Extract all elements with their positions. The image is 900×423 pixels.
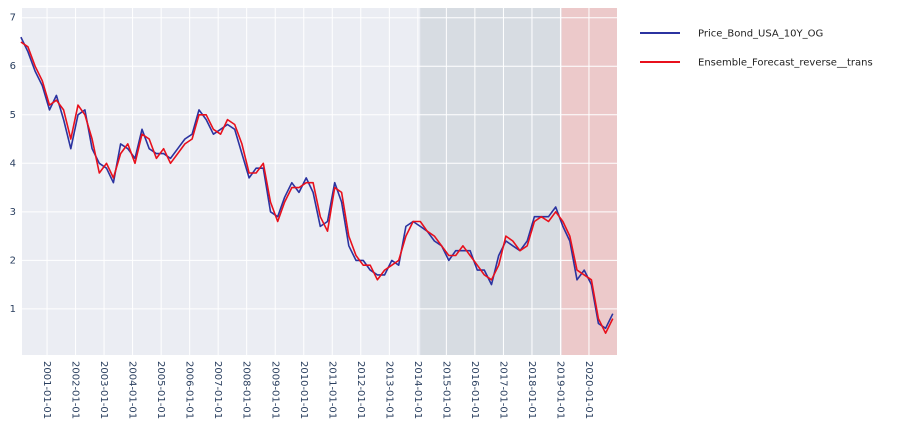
x-tick-label: 2010-01-01 [298, 361, 309, 419]
x-tick-label: 2005-01-01 [155, 361, 166, 419]
y-tick-label: 5 [10, 110, 16, 121]
y-tick-label: 7 [10, 13, 16, 24]
shaded-region [420, 8, 561, 355]
x-tick-label: 2011-01-01 [326, 361, 337, 419]
x-tick-label: 2016-01-01 [469, 361, 480, 419]
x-tick-label: 2015-01-01 [440, 361, 451, 419]
x-tick-label: 2004-01-01 [127, 361, 138, 419]
y-tick-label: 6 [10, 61, 16, 72]
series-line [20, 36, 614, 330]
y-tick-label: 2 [10, 255, 16, 266]
x-tick-label: 2001-01-01 [41, 361, 52, 419]
x-tick-label: 2007-01-01 [212, 361, 223, 419]
x-tick-label: 2003-01-01 [98, 361, 109, 419]
legend-label: Ensemble_Forecast_reverse__trans [698, 58, 873, 69]
x-tick-label: 2014-01-01 [412, 361, 423, 419]
x-tick-label: 2002-01-01 [70, 361, 81, 419]
y-tick-label: 3 [10, 207, 16, 218]
x-tick-label: 2013-01-01 [383, 361, 394, 419]
x-tick-label: 2008-01-01 [241, 361, 252, 419]
x-tick-label: 2019-01-01 [554, 361, 565, 419]
x-tick-label: 2012-01-01 [355, 361, 366, 419]
series-line [20, 41, 614, 334]
x-tick-label: 2009-01-01 [269, 361, 280, 419]
y-tick-label: 1 [10, 304, 16, 315]
x-tick-label: 2020-01-01 [583, 361, 594, 419]
x-tick-label: 2006-01-01 [184, 361, 195, 419]
x-tick-label: 2018-01-01 [526, 361, 537, 419]
y-tick-label: 4 [10, 158, 16, 169]
x-tick-label: 2017-01-01 [497, 361, 508, 419]
legend-label: Price_Bond_USA_10Y_OG [698, 29, 823, 40]
